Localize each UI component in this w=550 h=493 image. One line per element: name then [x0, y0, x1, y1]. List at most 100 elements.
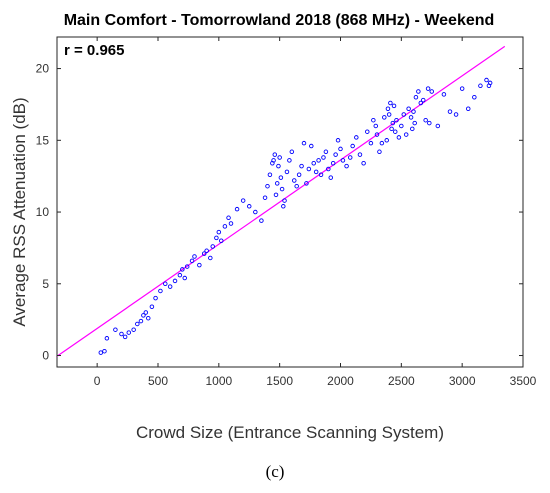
data-point [273, 192, 279, 198]
data-point [289, 149, 295, 155]
data-point [338, 146, 343, 152]
x-tick-label: 3500 [510, 374, 537, 388]
data-point [301, 140, 307, 146]
data-point [143, 310, 149, 315]
data-point [309, 143, 314, 149]
data-point [385, 106, 391, 111]
data-point [184, 264, 190, 269]
data-point [216, 229, 222, 235]
data-point [418, 100, 424, 106]
y-tick-label: 15 [36, 133, 50, 147]
data-point [267, 172, 273, 177]
data-point [371, 117, 376, 123]
data-point [429, 89, 434, 94]
data-point [281, 204, 286, 209]
data-point [294, 183, 299, 189]
data-point [447, 109, 453, 114]
data-point [296, 172, 302, 177]
data-point [306, 166, 312, 172]
data-point [172, 278, 178, 284]
data-point [228, 221, 234, 226]
y-tick-label: 0 [42, 349, 49, 363]
data-point [119, 331, 124, 337]
correlation-annotation: r = 0.965 [64, 42, 124, 59]
data-point [153, 295, 158, 301]
data-point [197, 262, 202, 268]
data-point [135, 321, 140, 327]
data-point [126, 330, 132, 335]
chart-title: Main Comfort - Tomorrowland 2018 (868 MH… [64, 12, 495, 29]
data-point [192, 254, 197, 259]
data-point [368, 140, 374, 146]
data-point [138, 318, 144, 324]
data-point [282, 198, 287, 203]
data-point [401, 112, 407, 117]
data-point [276, 163, 281, 169]
data-point [323, 149, 329, 155]
data-point [311, 161, 316, 166]
data-point [210, 244, 215, 249]
data-point [158, 288, 163, 294]
y-tick-label: 10 [36, 205, 50, 219]
data-point [272, 152, 278, 157]
data-point [361, 161, 366, 166]
figure-caption: (c) [266, 462, 285, 481]
data-point [379, 140, 385, 146]
data-point [102, 348, 107, 354]
data-point [435, 123, 441, 129]
data-point [373, 123, 379, 129]
y-axis: 0 5 10 15 20 [36, 62, 523, 363]
data-point [167, 284, 173, 289]
data-point [412, 120, 417, 126]
data-point [388, 100, 393, 106]
data-point [354, 135, 359, 140]
y-tick-label: 20 [36, 62, 50, 76]
data-point [246, 204, 252, 209]
data-point [384, 138, 389, 143]
data-point [299, 163, 304, 169]
data-point [344, 163, 349, 169]
data-point [277, 155, 282, 160]
data-point [146, 315, 151, 321]
data-point [484, 77, 489, 83]
data-point [365, 129, 370, 134]
data-point [98, 350, 104, 355]
data-point [408, 115, 414, 120]
data-point [122, 334, 128, 340]
data-point [391, 103, 397, 109]
data-point [113, 327, 118, 332]
data-point [287, 158, 292, 163]
data-point [478, 83, 483, 89]
data-point [416, 89, 421, 94]
x-tick-label: 3000 [449, 374, 476, 388]
data-point [279, 186, 285, 192]
data-point [425, 86, 431, 91]
data-point [377, 149, 382, 155]
data-point [274, 181, 280, 186]
data-point [394, 117, 399, 123]
data-point [340, 158, 346, 163]
data-point [396, 135, 402, 140]
data-point [390, 120, 396, 126]
data-point [208, 255, 213, 261]
data-point [459, 86, 465, 91]
data-point [406, 106, 411, 111]
x-tick-label: 500 [148, 374, 168, 388]
data-point [420, 97, 426, 103]
data-point [177, 272, 183, 278]
data-point [423, 117, 428, 123]
x-tick-label: 2500 [388, 374, 415, 388]
data-point [226, 215, 231, 221]
data-point [321, 155, 326, 160]
data-point [389, 126, 394, 132]
data-point [182, 275, 188, 281]
data-point [382, 115, 387, 120]
data-point [411, 109, 416, 114]
x-tick-label: 1000 [205, 374, 232, 388]
data-point [333, 152, 338, 157]
x-axis-label: Crowd Size (Entrance Scanning System) [136, 423, 444, 442]
data-point [265, 183, 270, 189]
data-point [357, 152, 363, 157]
data-point [141, 313, 146, 318]
